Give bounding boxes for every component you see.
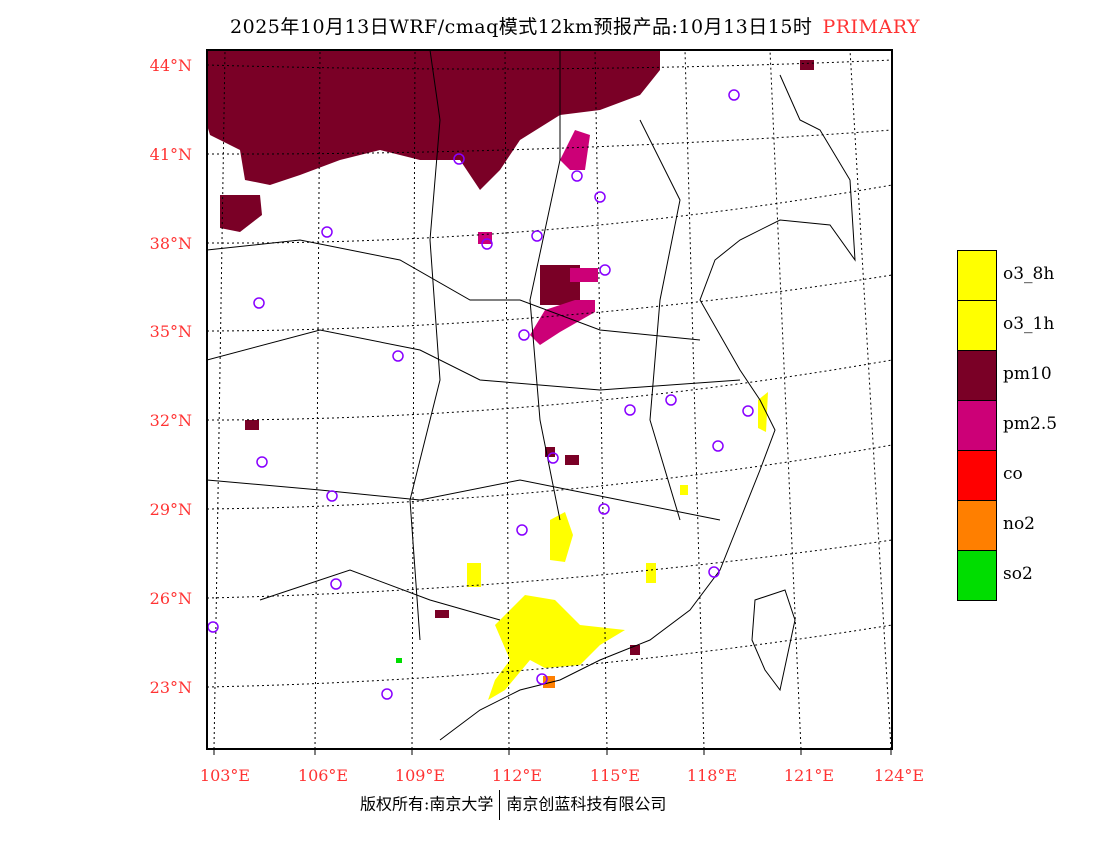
copyright-footer: 版权所有:南京大学 南京创蓝科技有限公司 [360, 790, 666, 820]
legend-label: o3_8h [1003, 264, 1055, 284]
no2-region [543, 676, 555, 688]
footer-divider [499, 790, 501, 820]
lon-label: 118°E [686, 766, 738, 785]
map-frame [206, 49, 893, 750]
boundaries [207, 50, 856, 741]
legend-label: pm10 [1003, 364, 1052, 384]
title-variable: PRIMARY [822, 16, 920, 38]
legend-label: o3_1h [1003, 314, 1055, 334]
lat-label: 44°N [149, 56, 192, 75]
lon-label: 103°E [199, 766, 251, 785]
map-title: 2025年10月13日WRF/cmaq模式12km预报产品:10月13日15时 P… [0, 12, 1100, 39]
so2-region [396, 658, 402, 663]
lat-label: 23°N [149, 678, 192, 697]
legend-label: pm2.5 [1003, 414, 1058, 434]
legend-swatch [957, 550, 997, 601]
company-text: 南京创蓝科技有限公司 [506, 794, 667, 814]
lat-label: 32°N [149, 411, 192, 430]
legend-swatch [957, 300, 997, 350]
lon-label: 109°E [394, 766, 446, 785]
legend-swatch [957, 350, 997, 400]
lon-label: 106°E [297, 766, 349, 785]
pm10-region [207, 50, 814, 655]
legend-swatch [957, 250, 997, 300]
lat-label: 26°N [149, 589, 192, 608]
legend-label: co [1003, 464, 1023, 484]
legend-swatch [957, 450, 997, 500]
o3-region [467, 392, 768, 700]
lat-label: 38°N [149, 234, 192, 253]
legend-label: no2 [1003, 514, 1035, 534]
lon-label: 112°E [491, 766, 543, 785]
lon-label: 124°E [873, 766, 925, 785]
title-text: 2025年10月13日WRF/cmaq模式12km预报产品:10月13日15时 [230, 16, 813, 38]
legend-swatch [957, 500, 997, 550]
lon-label: 121°E [783, 766, 835, 785]
axis-ticks [213, 749, 892, 755]
lon-label: 115°E [589, 766, 641, 785]
lat-label: 35°N [149, 322, 192, 341]
legend-swatch [957, 400, 997, 450]
legend-label: so2 [1003, 564, 1033, 584]
copyright-text: 版权所有:南京大学 [360, 794, 494, 814]
lat-label: 41°N [149, 145, 192, 164]
lat-label: 29°N [149, 500, 192, 519]
pm25-region [478, 130, 598, 345]
graticule [207, 50, 892, 749]
